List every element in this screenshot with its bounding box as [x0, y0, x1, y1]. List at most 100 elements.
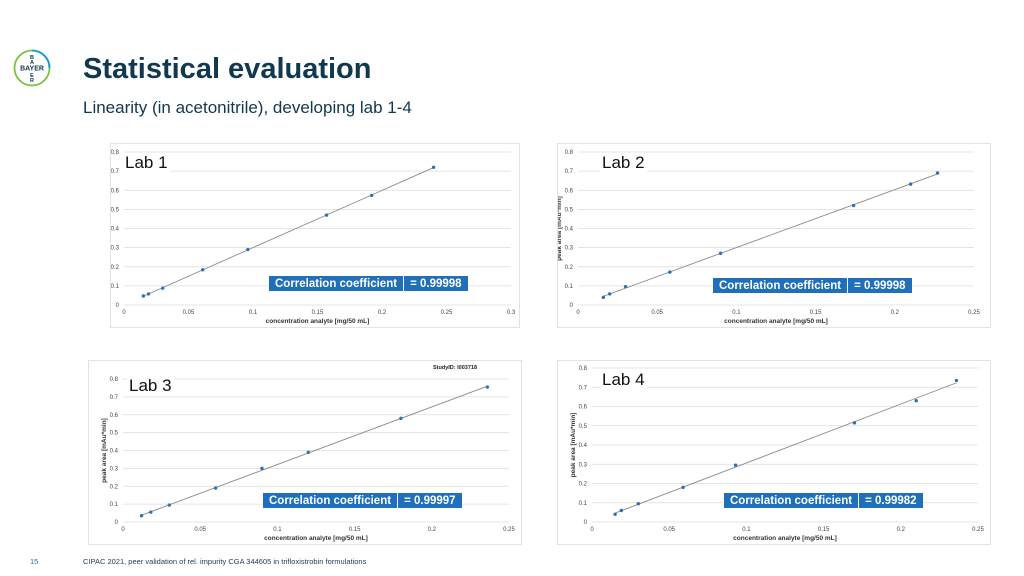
data-point: [213, 486, 218, 490]
trendline: [614, 382, 957, 514]
data-point: [306, 450, 310, 454]
y-axis-label: peak area [mAu*min]: [101, 418, 108, 483]
x-tick-label: 0.15: [349, 527, 361, 533]
y-tick-label: 0: [570, 303, 574, 309]
lab-3-label: Lab 3: [127, 376, 174, 396]
chart-lab-1-plot: 0 0.1 0.2 0.3 0.4 0.5 0.6 0.7 0.8 0 0.05 0.1 0.15 0.2…: [111, 150, 516, 325]
x-tick-label: 0.1: [732, 310, 741, 316]
trendline: [141, 385, 488, 516]
data-point: [851, 203, 856, 208]
page-title: Statistical evaluation: [83, 53, 372, 85]
y-tick-label: 0.4: [565, 227, 574, 233]
y-tick-label: 0.4: [110, 449, 119, 455]
y-tick-label: 0.8: [565, 150, 574, 156]
y-tick-label: 0.7: [579, 385, 588, 391]
footer-text: CIPAC 2021, peer validation of rel. impu…: [83, 557, 367, 566]
y-tick-label: 0.5: [565, 207, 574, 213]
lab-4-correlation: Correlation coefficient = 0.99982: [724, 493, 923, 508]
data-point: [139, 514, 144, 518]
x-axis-label: concentration analyte [mg/50 mL]: [724, 318, 828, 325]
y-tick-label: 0.7: [111, 169, 120, 175]
data-point: [908, 182, 913, 186]
x-tick-label: 0.15: [818, 527, 830, 533]
lab-2-label: Lab 2: [600, 153, 647, 173]
chart-lab-2: 0 0.1 0.2 0.3 0.4 0.5 0.6 0.7 0.8 0 0.05 0.1 0.15 0.2…: [557, 143, 991, 328]
correlation-value: = 0.99982: [865, 494, 917, 507]
data-point: [914, 399, 918, 403]
y-tick-label: 0.6: [110, 413, 119, 419]
x-tick-label: 0.25: [441, 310, 453, 316]
data-point: [636, 502, 641, 506]
y-tick-label: 0.1: [110, 502, 119, 508]
x-tick-label: 0.2: [897, 527, 906, 533]
data-point: [260, 466, 264, 471]
x-tick-label: 0: [122, 310, 126, 316]
y-tick-label: 0.5: [111, 207, 120, 213]
x-tick-label: 0.25: [968, 310, 980, 316]
x-tick-label: 0.2: [428, 527, 437, 533]
data-point: [954, 378, 959, 383]
y-tick-label: 0.4: [579, 443, 588, 449]
data-point: [718, 251, 723, 256]
data-point: [623, 284, 628, 289]
lab-2-correlation: Correlation coefficient = 0.99998: [713, 278, 912, 293]
svg-text:R: R: [30, 78, 34, 84]
data-point: [935, 171, 940, 175]
y-tick-label: 0.8: [110, 377, 119, 383]
chart-lab-1: 0 0.1 0.2 0.3 0.4 0.5 0.6 0.7 0.8 0 0.05 0.1 0.15 0.2…: [110, 143, 520, 328]
x-axis-label: concentration analyte [mg/50 mL]: [266, 318, 370, 325]
x-tick-label: 0.25: [503, 527, 515, 533]
x-tick-label: 0: [590, 527, 594, 533]
data-point: [149, 510, 153, 514]
data-point: [601, 295, 606, 300]
y-tick-label: 0.8: [111, 150, 120, 156]
y-tick-label: 0.2: [110, 484, 119, 490]
x-tick-label: 0.25: [972, 527, 984, 533]
x-tick-label: 0.15: [810, 310, 822, 316]
svg-text:B: B: [30, 55, 34, 61]
y-tick-label: 0: [115, 520, 119, 526]
chart-lab-3: 0 0.1 0.2 0.3 0.4 0.5 0.6 0.7 0.8 0 0.05 0.1 0.15 0.2…: [88, 360, 522, 545]
x-axis-label: concentration analyte [mg/50 mL]: [264, 535, 368, 542]
data-point: [619, 508, 624, 513]
y-tick-label: 0.5: [579, 424, 588, 430]
y-tick-label: 0.2: [565, 265, 574, 271]
data-point: [146, 292, 151, 296]
y-tick-label: 0.4: [111, 227, 120, 233]
x-tick-label: 0.05: [194, 527, 206, 533]
data-point: [324, 213, 329, 217]
trendline: [603, 173, 938, 297]
chart-lab-4: 0 0.1 0.2 0.3 0.4 0.5 0.6 0.7 0.8 0 0.05 0.1 0.15 0.2…: [557, 360, 991, 545]
lab-1-label: Lab 1: [123, 153, 170, 173]
x-tick-label: 0: [121, 527, 125, 533]
trendline: [143, 167, 434, 297]
lab-3-correlation: Correlation coefficient = 0.99997: [263, 493, 462, 508]
x-tick-label: 0.15: [312, 310, 324, 316]
correlation-label: Correlation coefficient: [263, 493, 399, 508]
data-point: [852, 421, 857, 425]
y-tick-label: 0.8: [579, 366, 588, 372]
logo-text-horizontal: BAYER: [20, 66, 44, 73]
y-tick-label: 0.7: [110, 395, 119, 401]
x-tick-label: 0.1: [742, 527, 751, 533]
y-tick-label: 0.3: [110, 466, 119, 472]
y-tick-label: 0.6: [565, 188, 574, 194]
correlation-value: = 0.99997: [404, 494, 456, 507]
correlation-label: Correlation coefficient: [269, 276, 405, 291]
data-point: [246, 247, 250, 252]
y-tick-label: 0.2: [111, 265, 120, 271]
y-tick-label: 0.1: [111, 284, 120, 290]
svg-text:E: E: [30, 73, 34, 79]
svg-text:A: A: [30, 60, 34, 66]
lab-4-label: Lab 4: [600, 370, 647, 390]
y-tick-label: 0.6: [111, 188, 120, 194]
correlation-label: Correlation coefficient: [713, 278, 849, 293]
data-point: [399, 416, 403, 421]
bayer-logo: BAYER B A E R: [13, 49, 51, 87]
data-point: [613, 512, 617, 516]
y-tick-label: 0.7: [565, 169, 574, 175]
data-point: [733, 463, 738, 467]
y-tick-label: 0: [584, 520, 588, 526]
y-tick-label: 0.3: [111, 246, 120, 252]
correlation-value: = 0.99998: [410, 277, 462, 290]
